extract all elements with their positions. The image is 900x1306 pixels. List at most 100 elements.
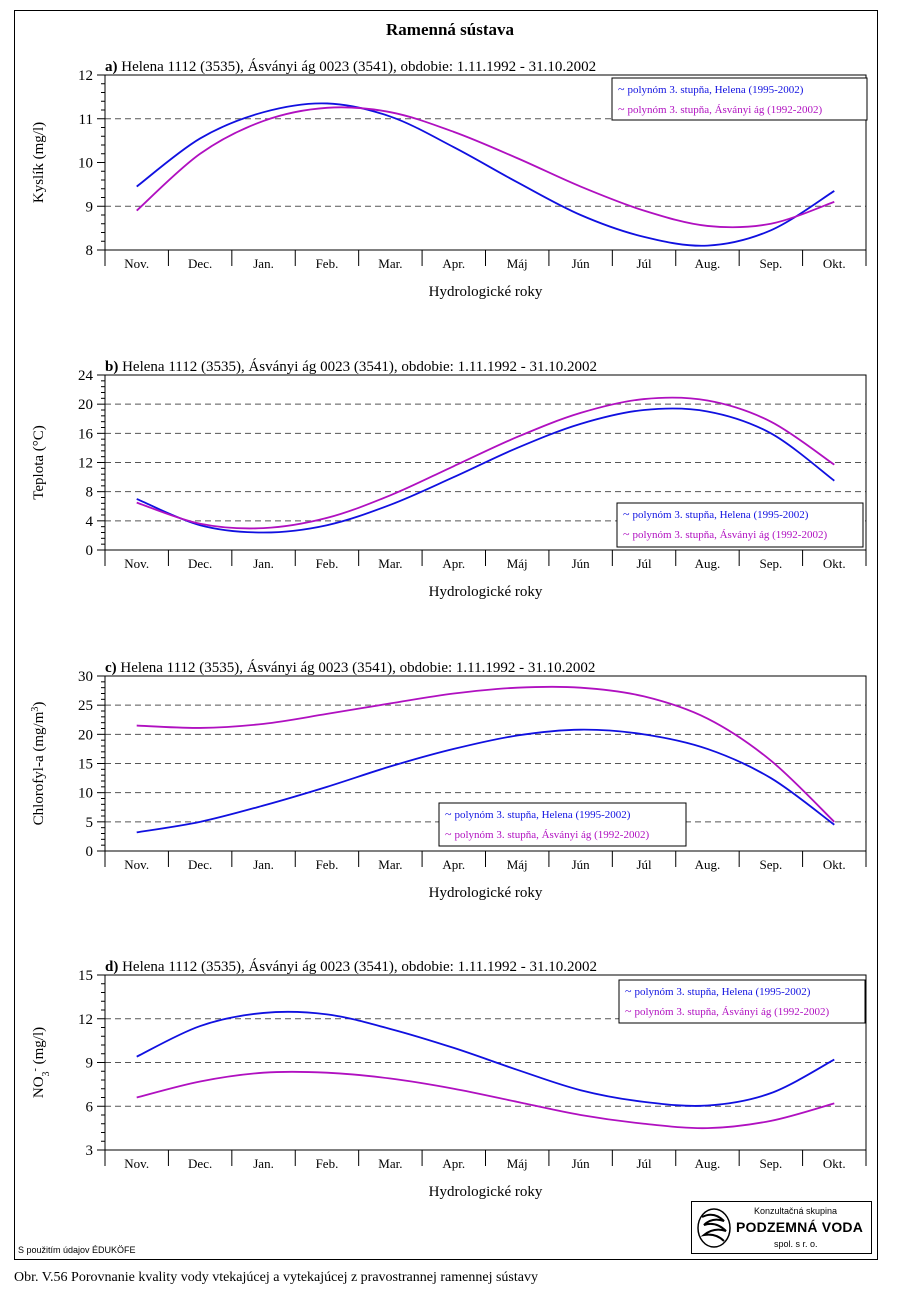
panel-label: a) [105, 59, 121, 75]
y-axis-label: Kyslík (mg/l) [31, 122, 47, 203]
x-tick-label: Mar. [378, 857, 402, 872]
x-tick-label: Feb. [316, 556, 339, 571]
chart-panel-3: d) Helena 1112 (3535), Ásványi ág 0023 (… [30, 958, 867, 1200]
y-tick-label: 10 [78, 156, 93, 172]
series-line-1 [136, 106, 835, 229]
legend-box [611, 77, 868, 121]
legend-entry: ~ polynóm 3. stupňa, Helena (1995-2002) [625, 984, 811, 998]
chart-title: c) Helena 1112 (3535), Ásványi ág 0023 (… [105, 659, 595, 676]
legend-wave-icon: ~ [618, 82, 628, 96]
chart-title-text: Helena 1112 (3535), Ásványi ág 0023 (354… [122, 958, 597, 975]
y-axis-label: NO3- (mg/l) [30, 1027, 52, 1098]
chart-panel-0: a) Helena 1112 (3535), Ásványi ág 0023 (… [31, 58, 868, 300]
legend-entry: ~ polynóm 3. stupňa, Helena (1995-2002) [618, 82, 804, 96]
y-tick-label: 11 [79, 112, 93, 128]
figure-frame [14, 10, 878, 1260]
y-tick-label: 0 [86, 844, 94, 860]
x-tick-label: Sep. [760, 1156, 783, 1171]
legend-wave-icon: ~ [623, 507, 633, 521]
chart-panel-2: c) Helena 1112 (3535), Ásványi ág 0023 (… [30, 659, 867, 901]
legend-entry-label: polynóm 3. stupňa, Ásványi ág (1992-2002… [628, 104, 823, 116]
y-tick-label: 20 [78, 397, 93, 413]
legend-wave-icon: ~ [445, 827, 455, 841]
x-tick-label: Nov. [124, 1156, 149, 1171]
x-tick-label: Nov. [124, 556, 149, 571]
x-tick-label: Nov. [124, 857, 149, 872]
x-tick-label: Nov. [124, 256, 149, 271]
series-line-0 [136, 102, 835, 247]
x-tick-label: Dec. [188, 256, 212, 271]
y-axis-label-main: Chlorofyl-a (mg/m [31, 711, 47, 825]
panel-label: c) [105, 660, 120, 676]
y-tick-label: 15 [78, 968, 93, 984]
x-tick-label: Jún [572, 1156, 591, 1171]
chart-title: b) Helena 1112 (3535), Ásványi ág 0023 (… [105, 358, 597, 375]
x-tick-label: Jún [572, 256, 591, 271]
series-line-0 [136, 1010, 835, 1107]
y-tick-label: 8 [86, 485, 94, 501]
y-axis-label-sub: 3 [41, 1071, 52, 1076]
x-tick-label: Máj [507, 256, 528, 271]
legend-entry-label: polynóm 3. stupňa, Ásványi ág (1992-2002… [635, 1006, 830, 1018]
y-tick-label: 5 [86, 815, 94, 831]
x-tick-label: Okt. [823, 857, 846, 872]
x-tick-label: Aug. [695, 556, 721, 571]
y-axis-label-main: Teplota (°C) [31, 425, 47, 500]
panel-label: b) [105, 359, 122, 375]
series-line-0 [136, 407, 835, 534]
y-axis-label-main: NO [31, 1076, 47, 1098]
x-tick-label: Apr. [442, 256, 465, 271]
series-line-1 [136, 1070, 835, 1130]
y-tick-label: 12 [78, 1012, 93, 1028]
x-tick-label: Jan. [253, 857, 274, 872]
y-tick-label: 0 [86, 543, 94, 559]
legend-entry-label: polynóm 3. stupňa, Ásványi ág (1992-2002… [455, 829, 650, 841]
y-tick-label: 24 [78, 368, 94, 384]
legend-entry-label: polynóm 3. stupňa, Helena (1995-2002) [455, 809, 631, 821]
x-tick-label: Máj [507, 556, 528, 571]
x-tick-label: Máj [507, 1156, 528, 1171]
y-axis-label-unit: ) [31, 702, 47, 707]
x-tick-label: Apr. [442, 857, 465, 872]
y-tick-label: 9 [86, 199, 94, 215]
chart-title-text: Helena 1112 (3535), Ásványi ág 0023 (354… [122, 358, 597, 375]
chart-panel-1: b) Helena 1112 (3535), Ásványi ág 0023 (… [31, 358, 867, 600]
logo-line-2: PODZEMNÁ VODA [736, 1219, 864, 1235]
y-axis-label-unit: (mg/l) [31, 1027, 47, 1068]
y-tick-label: 25 [78, 698, 93, 714]
x-tick-label: Júl [636, 256, 652, 271]
x-tick-label: Aug. [695, 1156, 721, 1171]
legend-box [618, 979, 866, 1024]
x-axis-label: Hydrologické roky [429, 284, 543, 300]
x-tick-label: Aug. [695, 256, 721, 271]
legend-wave-icon: ~ [445, 807, 455, 821]
legend-entry: ~ polynóm 3. stupňa, Ásványi ág (1992-20… [623, 527, 827, 541]
logo-line-1: Konzultačná skupina [754, 1206, 838, 1216]
logo-line-3: spol. s r. o. [774, 1239, 818, 1249]
y-axis-label-sup: 3 [30, 707, 41, 712]
x-tick-label: Apr. [442, 1156, 465, 1171]
y-tick-label: 3 [86, 1143, 94, 1159]
chart-title: a) Helena 1112 (3535), Ásványi ág 0023 (… [105, 58, 596, 75]
y-tick-label: 30 [78, 669, 93, 685]
x-tick-label: Jún [572, 556, 591, 571]
legend-wave-icon: ~ [623, 527, 633, 541]
x-tick-label: Júl [636, 857, 652, 872]
figure-caption: Obr. V.56 Porovnanie kvality vody vtekaj… [14, 1270, 538, 1285]
y-tick-label: 9 [86, 1056, 94, 1072]
x-tick-label: Okt. [823, 1156, 846, 1171]
x-tick-label: Júl [636, 1156, 652, 1171]
x-axis-label: Hydrologické roky [429, 1184, 543, 1200]
chart-title-text: Helena 1112 (3535), Ásványi ág 0023 (354… [120, 659, 595, 676]
legend-entry: ~ polynóm 3. stupňa, Ásványi ág (1992-20… [625, 1004, 829, 1018]
x-tick-label: Júl [636, 556, 652, 571]
legend-wave-icon: ~ [618, 102, 628, 116]
x-tick-label: Jan. [253, 556, 274, 571]
x-tick-label: Okt. [823, 256, 846, 271]
x-tick-label: Máj [507, 857, 528, 872]
x-tick-label: Mar. [378, 1156, 402, 1171]
legend-entry-label: polynóm 3. stupňa, Helena (1995-2002) [635, 986, 811, 998]
series-line-1 [136, 396, 835, 530]
x-tick-label: Dec. [188, 857, 212, 872]
